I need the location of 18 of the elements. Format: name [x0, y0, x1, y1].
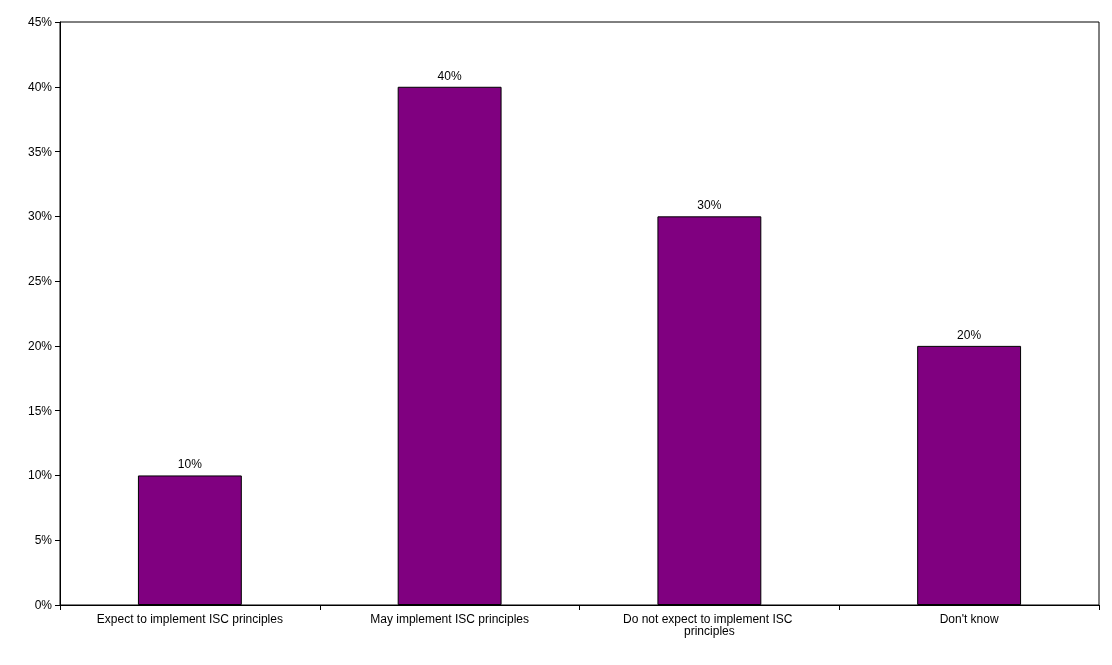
- x-tick-label: May implement ISC principles: [370, 612, 529, 626]
- y-tick-label: 30%: [27, 209, 53, 224]
- y-tick-label: 0%: [34, 598, 53, 612]
- y-tick-label: 5%: [34, 533, 53, 548]
- y-tick-label: 35%: [27, 144, 53, 159]
- x-tick-label: Don't know: [939, 612, 999, 626]
- y-tick-label: 15%: [27, 403, 53, 418]
- y-tick-label: 25%: [27, 274, 53, 289]
- y-tick-label: 45%: [27, 15, 53, 29]
- x-tick-label: Expect to implement ISC principles: [96, 612, 283, 626]
- data-label: 10%: [177, 457, 203, 472]
- data-label: 40%: [437, 68, 462, 83]
- data-label: 20%: [957, 327, 982, 342]
- y-tick-label: 10%: [27, 468, 53, 483]
- x-tick-label: Do not expect to implement ISC principles: [623, 612, 796, 638]
- data-label: 30%: [697, 198, 722, 213]
- y-tick-label: 40%: [27, 79, 53, 94]
- y-tick-label: 20%: [27, 338, 53, 353]
